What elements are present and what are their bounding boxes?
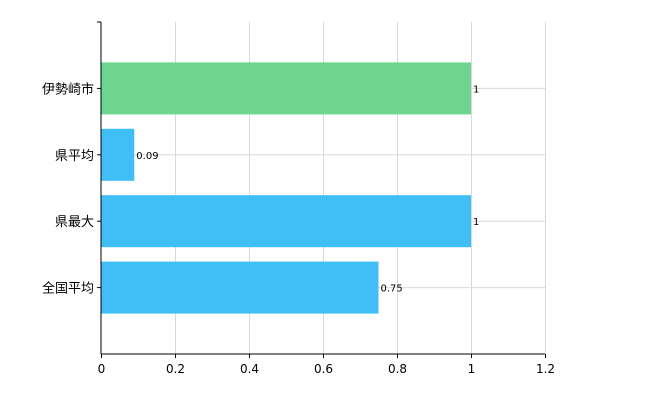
- bars: [101, 62, 471, 314]
- x-tick-label: 0.4: [240, 362, 259, 376]
- category-label: 伊勢崎市: [42, 81, 94, 97]
- x-tick-label: 0.8: [388, 362, 407, 376]
- x-tick-label: 1.2: [536, 362, 555, 376]
- bar: [101, 62, 471, 115]
- x-tick-label: 0.2: [166, 362, 185, 376]
- category-label: 県最大: [55, 215, 94, 230]
- bar: [101, 195, 471, 248]
- bar: [101, 261, 379, 314]
- category-label: 県平均: [55, 149, 94, 164]
- data-labels: 1 0.09 1 0.75: [136, 84, 479, 294]
- data-label: 0.09: [136, 151, 158, 162]
- bar: [101, 128, 135, 181]
- data-label: 0.75: [381, 284, 403, 295]
- x-tick-label: 0.6: [314, 362, 333, 376]
- data-label: 1: [473, 217, 479, 228]
- data-label: 1: [473, 84, 479, 95]
- x-ticks: 0 0.2 0.4 0.6 0.8 1 1.2: [98, 354, 555, 376]
- x-tick-label: 0: [98, 362, 106, 376]
- category-label: 全国平均: [42, 281, 94, 297]
- x-tick-label: 1: [468, 362, 476, 376]
